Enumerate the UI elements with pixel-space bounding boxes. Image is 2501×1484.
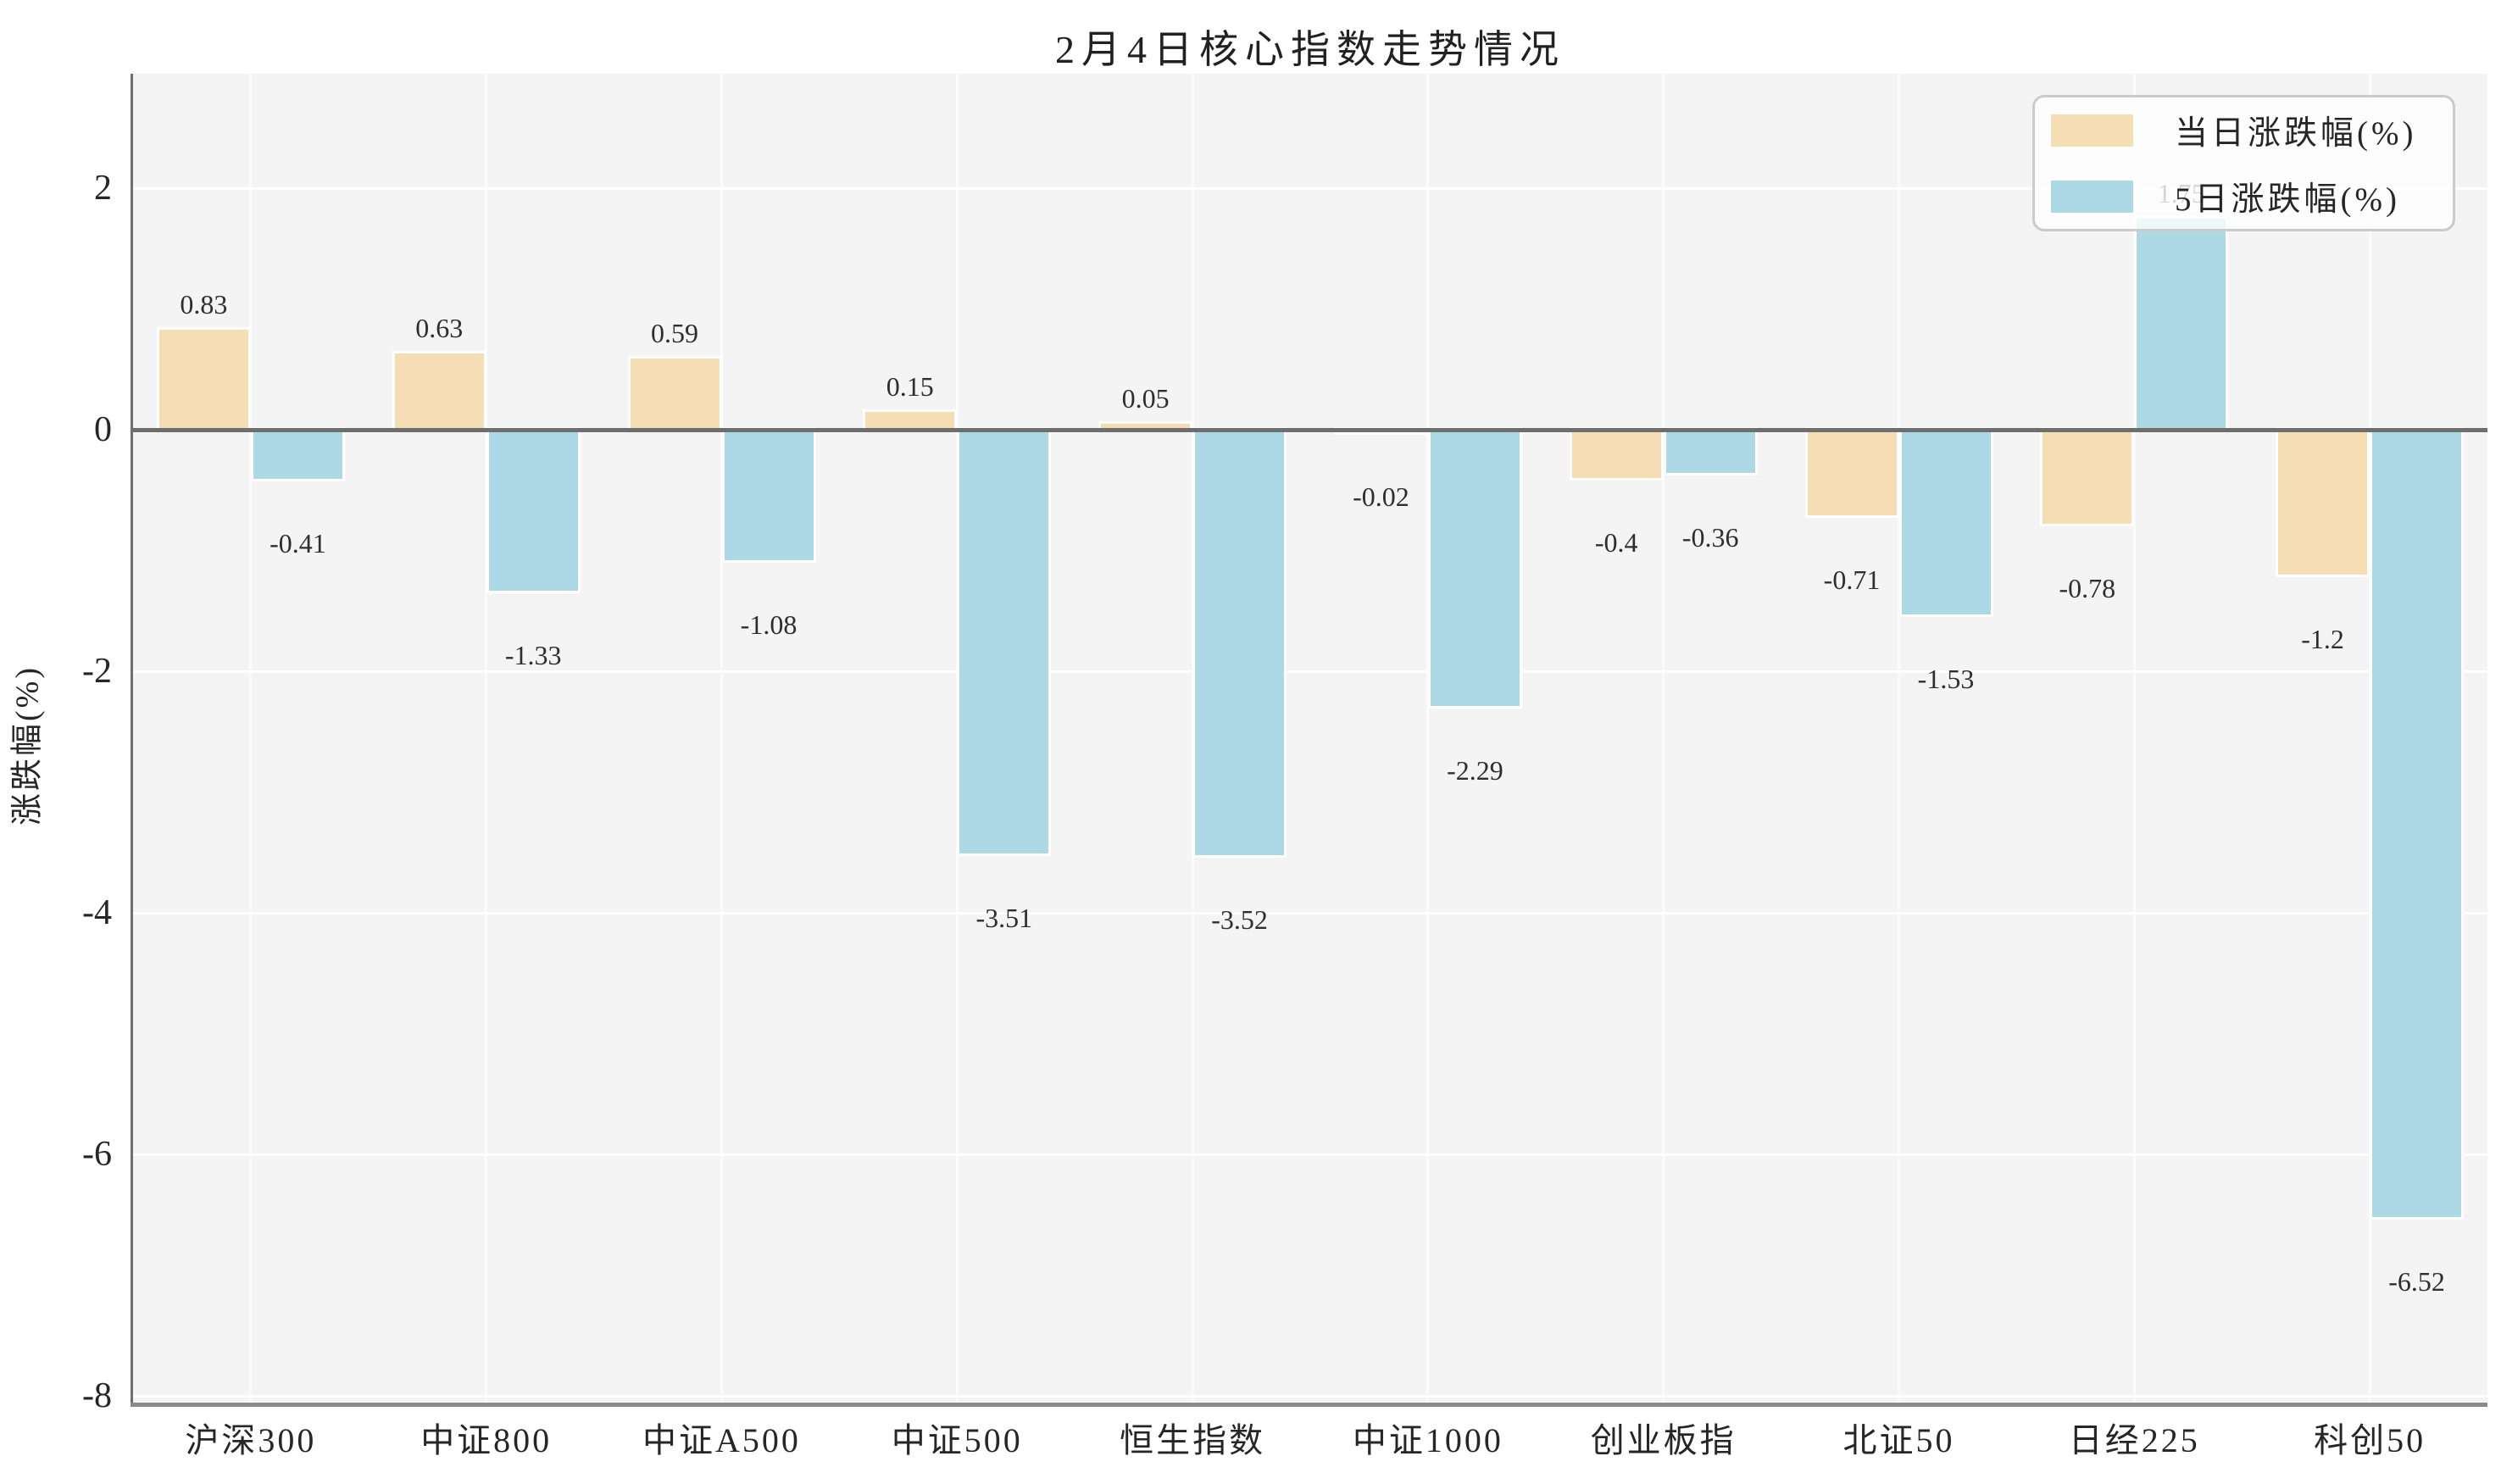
bar-value-label: -0.71	[1823, 564, 1881, 596]
horizontal-gridline	[133, 1153, 2487, 1156]
bar-value-label: -0.4	[1594, 527, 1638, 558]
bar	[2370, 427, 2465, 1220]
y-tick-label: -2	[82, 652, 112, 691]
bar	[392, 351, 486, 432]
x-tick-label: 科创50	[2314, 1421, 2426, 1459]
bar-value-label: 0.15	[886, 370, 934, 402]
chart-title: 2月4日核心指数走势情况	[1055, 28, 1565, 71]
bar	[156, 326, 251, 432]
vertical-gridline	[720, 74, 723, 1403]
vertical-gridline	[1662, 74, 1665, 1403]
legend-label-daily-change: 当日涨跌幅(%)	[2175, 114, 2417, 152]
bar	[957, 427, 1052, 857]
x-tick-label: 中证800	[420, 1421, 553, 1459]
bar	[721, 427, 816, 563]
legend-swatch-daily-change	[2048, 111, 2136, 149]
legend-item-daily-change: 当日涨跌幅(%)	[2048, 107, 2453, 154]
x-tick-label: 中证A500	[642, 1421, 801, 1459]
y-tick-label: 0	[94, 410, 112, 449]
bar	[1804, 427, 1899, 519]
x-tick-label: 沪深300	[185, 1421, 317, 1459]
x-tick-label: 日经225	[2068, 1421, 2200, 1459]
legend: 当日涨跌幅(%) 5日涨跌幅(%)	[2032, 95, 2455, 231]
bar	[1192, 427, 1287, 858]
x-tick-label: 创业板指	[1590, 1421, 1737, 1459]
y-tick-label: -6	[82, 1135, 112, 1174]
vertical-gridline	[1898, 74, 1900, 1403]
y-axis-spine	[131, 74, 133, 1403]
legend-item-5day-change: 5日涨跌幅(%)	[2048, 173, 2453, 220]
horizontal-gridline	[133, 1394, 2487, 1398]
bar	[2276, 427, 2370, 577]
bar	[1569, 427, 1664, 481]
bar-value-label: -0.41	[270, 528, 326, 559]
bar	[1663, 427, 1758, 476]
bar-value-label: -3.51	[975, 903, 1033, 934]
vertical-gridline	[2132, 74, 2136, 1403]
bar	[486, 427, 581, 593]
x-tick-label: 中证500	[891, 1421, 1023, 1459]
horizontal-gridline	[133, 670, 2487, 673]
horizontal-gridline	[133, 186, 2487, 190]
bar	[2040, 427, 2135, 527]
y-tick-label: 2	[94, 169, 112, 208]
y-tick-label: -4	[82, 893, 112, 932]
bar-value-label: 0.05	[1121, 382, 1170, 414]
bar-value-label: -1.2	[2301, 624, 2344, 654]
bar-value-label: -1.53	[1917, 664, 1975, 695]
vertical-gridline	[485, 74, 488, 1403]
y-tick-label: -8	[82, 1376, 112, 1415]
bar	[2134, 215, 2229, 432]
bar-value-label: -2.29	[1447, 755, 1503, 786]
legend-swatch-5day-change	[2048, 177, 2136, 215]
bar-value-label: -1.08	[740, 609, 798, 640]
x-axis-spine	[131, 1403, 2487, 1407]
bar	[250, 427, 345, 482]
bar	[1427, 427, 1522, 709]
vertical-gridline	[1426, 74, 1430, 1403]
bar-value-label: -0.36	[1681, 522, 1739, 553]
bar-value-label: -1.33	[504, 639, 562, 670]
plot-background	[133, 74, 2487, 1403]
horizontal-gridline	[133, 911, 2487, 914]
bar-value-label: -0.78	[2059, 573, 2116, 604]
vertical-gridline	[249, 74, 253, 1403]
bar-value-label: 0.63	[415, 313, 464, 344]
bar-value-label: -6.52	[2388, 1266, 2445, 1298]
bar-value-label: -3.52	[1211, 903, 1268, 935]
x-tick-label: 中证1000	[1352, 1421, 1503, 1459]
bar	[627, 355, 722, 432]
bar-value-label: 0.83	[180, 288, 228, 320]
zero-axis-line	[133, 427, 2487, 432]
x-tick-label: 北证50	[1842, 1421, 1955, 1459]
legend-label-5day-change: 5日涨跌幅(%)	[2175, 181, 2400, 218]
x-tick-label: 恒生指数	[1120, 1421, 1266, 1459]
bar-value-label: 0.59	[651, 317, 698, 348]
bar-value-label: -0.02	[1353, 481, 1409, 512]
